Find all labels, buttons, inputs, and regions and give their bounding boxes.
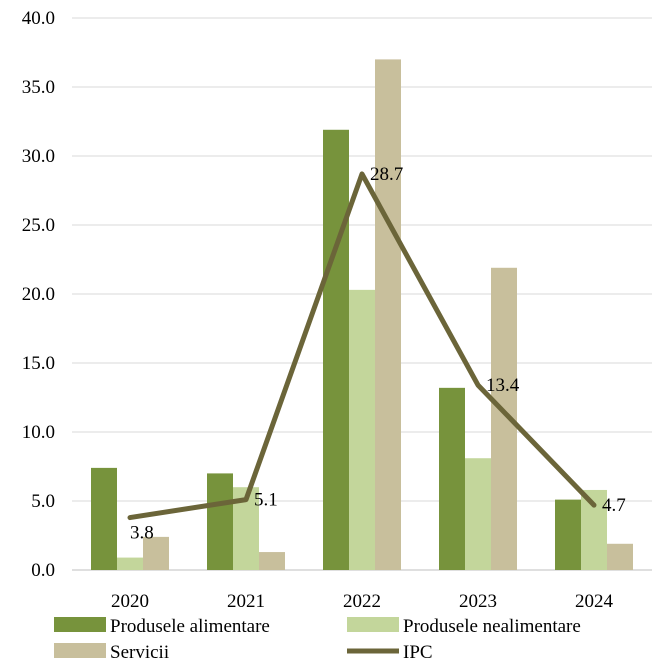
x-tick-label: 2022 [343, 591, 381, 612]
bar-produsele-alimentare-2023 [439, 387, 465, 570]
data-label-ipc-2022: 28.7 [370, 164, 403, 185]
y-tick-label: 35.0 [22, 77, 55, 98]
y-tick-label: 0.0 [31, 560, 55, 581]
bar-servicii-2020 [143, 536, 169, 570]
legend-swatch [54, 643, 106, 658]
bar-produsele-alimentare-2022 [323, 129, 349, 570]
y-tick-label: 15.0 [22, 353, 55, 374]
bar-produsele-nealimentare-2020 [117, 557, 143, 570]
data-label-ipc-2021: 5.1 [254, 490, 278, 511]
x-tick-label: 2024 [575, 591, 614, 612]
bar-produsele-alimentare-2020 [91, 467, 117, 570]
bar-produsele-alimentare-2024 [555, 499, 581, 570]
legend-item-servicii: Servicii [54, 642, 169, 663]
x-tick-label: 2020 [111, 591, 149, 612]
bar-servicii-2024 [607, 543, 633, 570]
line-layer [127, 171, 597, 521]
data-label-ipc-2020: 3.8 [130, 523, 154, 544]
y-tick-label: 40.0 [22, 8, 55, 29]
legend-label: Produsele nealimentare [403, 616, 581, 637]
data-label-ipc-2023: 13.4 [486, 375, 520, 396]
y-tick-label: 25.0 [22, 215, 55, 236]
legend: Produsele alimentare Produsele nealimenta… [54, 616, 581, 663]
x-tick-label: 2021 [227, 591, 265, 612]
legend-label: Servicii [110, 642, 169, 663]
legend-item-produsele-alimentare: Produsele alimentare [54, 616, 270, 637]
line-ipc [127, 171, 597, 521]
bar-produsele-nealimentare-2022 [349, 289, 375, 570]
y-axis-ticks: 0.0 5.0 10.0 15.0 20.0 25.0 30.0 35.0 40.0 [22, 8, 55, 581]
y-tick-label: 20.0 [22, 284, 55, 305]
bar-produsele-alimentare-2021 [207, 473, 233, 570]
data-label-ipc-2024: 4.7 [602, 495, 626, 516]
legend-swatch [54, 617, 106, 632]
legend-label: IPC [403, 642, 433, 663]
bar-servicii-2022 [375, 59, 401, 571]
data-label-layer: 3.8 5.1 28.7 13.4 4.7 [130, 164, 626, 544]
y-tick-label: 30.0 [22, 146, 55, 167]
y-tick-label: 10.0 [22, 422, 55, 443]
legend-label: Produsele alimentare [110, 616, 270, 637]
y-tick-label: 5.0 [31, 491, 55, 512]
legend-swatch [347, 617, 399, 632]
legend-item-produsele-nealimentare: Produsele nealimentare [347, 616, 581, 637]
bar-servicii-2021 [259, 552, 285, 570]
x-tick-label: 2023 [459, 591, 497, 612]
legend-item-ipc: IPC [347, 642, 433, 663]
bar-produsele-nealimentare-2023 [465, 458, 491, 570]
bar-layer [91, 59, 633, 571]
x-axis-ticks: 2020 2021 2022 2023 2024 [111, 591, 614, 612]
